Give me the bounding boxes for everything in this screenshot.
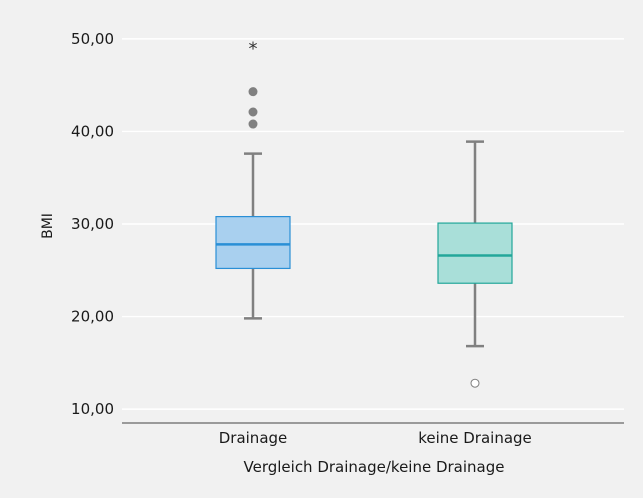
- y-tick-label: 20,00: [71, 308, 114, 326]
- box-group-2: [437, 140, 513, 388]
- outlier-point: [248, 87, 258, 97]
- y-axis-label: BMI: [40, 213, 56, 239]
- boxes: *: [215, 38, 513, 388]
- box-group-1: *: [215, 38, 291, 320]
- axes: BMI Vergleich Drainage/keine Drainage 10…: [40, 30, 624, 476]
- iqr-box: [437, 222, 513, 284]
- y-tick-label: 50,00: [71, 30, 114, 48]
- y-tick-label: 40,00: [71, 122, 114, 140]
- x-tick-label: keine Drainage: [418, 429, 532, 447]
- extreme-value-marker: *: [249, 38, 258, 59]
- iqr-box: [215, 215, 291, 270]
- grid-lines: [122, 38, 624, 410]
- x-tick-label: Drainage: [219, 429, 288, 447]
- outlier-point: [470, 378, 480, 388]
- outlier-point: [248, 119, 258, 129]
- x-axis-label: Vergleich Drainage/keine Drainage: [244, 458, 505, 476]
- y-tick-label: 30,00: [71, 215, 114, 233]
- outlier-point: [248, 107, 258, 117]
- y-tick-label: 10,00: [71, 400, 114, 418]
